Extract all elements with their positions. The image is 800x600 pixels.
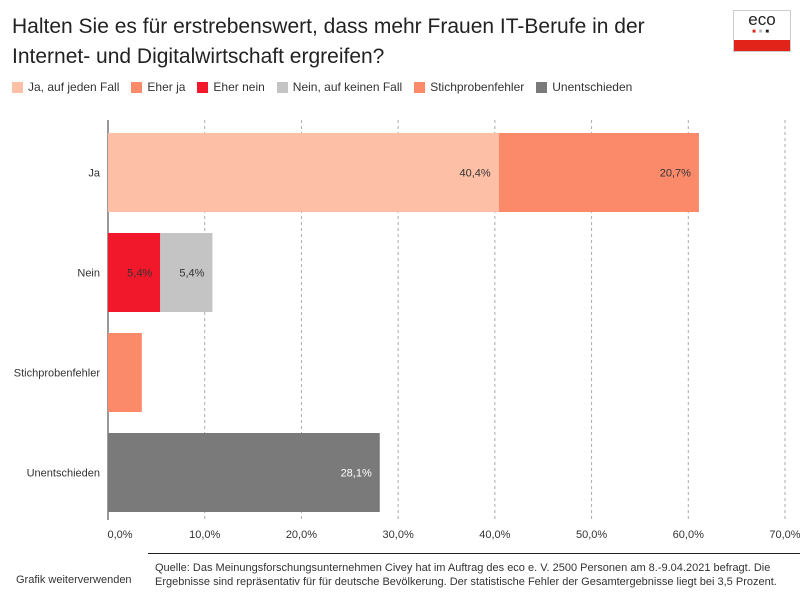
- x-tick-label: 10,0%: [189, 529, 220, 541]
- legend-label: Unentschieden: [552, 80, 633, 94]
- legend-label: Eher ja: [147, 80, 186, 94]
- legend-item: Ja, auf jeden Fall: [12, 80, 119, 94]
- legend-label: Stichprobenfehler: [430, 80, 525, 94]
- bar-chart: 0,0% 10,0% 20,0% 30,0% 40,0% 50,0% 60,0% 70,0% J…: [14, 120, 800, 541]
- legend-swatch: [197, 81, 209, 93]
- logo-band: [734, 40, 790, 51]
- bar-segment: [498, 133, 699, 212]
- legend-swatch: [131, 81, 143, 93]
- x-tick-label: 70,0%: [769, 529, 800, 541]
- legend-item: Eher ja: [131, 80, 185, 94]
- legend-swatch: [12, 81, 23, 93]
- data-label: 5,4%: [179, 268, 204, 280]
- legend-label: Ja, auf jeden Fall: [28, 80, 120, 94]
- source-note: Quelle: Das Meinungsforschungsunternehme…: [155, 562, 777, 588]
- x-tick-label: 50,0%: [576, 529, 607, 541]
- legend-item: Stichprobenfehler: [414, 80, 524, 94]
- footer-divider: [148, 553, 800, 554]
- legend-label: Nein, auf keinen Fall: [292, 80, 403, 94]
- y-category-label: Nein: [77, 268, 100, 280]
- legend-swatch: [536, 81, 548, 93]
- bar-segment: [108, 333, 142, 412]
- legend-swatch: [414, 81, 426, 93]
- y-category-label: Unentschieden: [27, 468, 100, 480]
- x-tick-label: 20,0%: [286, 529, 317, 541]
- y-category-label: Stichprobenfehler: [14, 368, 101, 380]
- legend-item: Nein, auf keinen Fall: [276, 80, 403, 94]
- legend-swatch: [276, 81, 288, 93]
- data-label: 28,1%: [341, 468, 372, 480]
- y-category-label: Ja: [88, 168, 101, 180]
- bar-segment: [160, 233, 213, 312]
- bar-segment: [108, 133, 499, 212]
- eco-logo: eco ■■■: [733, 10, 791, 52]
- data-label: 20,7%: [660, 168, 691, 180]
- x-tick-label: 60,0%: [673, 529, 704, 541]
- legend-item: Eher nein: [197, 80, 265, 94]
- logo-dots: ■■■: [752, 29, 772, 35]
- bar-segment: [108, 233, 161, 312]
- legend-label: Eher nein: [213, 80, 265, 94]
- x-tick-label: 0,0%: [107, 529, 132, 541]
- data-label: 40,4%: [460, 168, 491, 180]
- data-label: 5,4%: [127, 268, 152, 280]
- legend-item: Unentschieden: [536, 80, 632, 94]
- x-tick-label: 40,0%: [479, 529, 510, 541]
- bar-segment: [108, 433, 380, 512]
- legend: Ja, auf jeden Fall Eher ja Eher nein Nein, …: [12, 80, 632, 94]
- reuse-graphic-link[interactable]: Grafik weiterverwenden: [16, 574, 132, 586]
- logo-text: eco: [748, 10, 776, 29]
- chart-title: Halten Sie es für erstrebenswert, dass m…: [12, 15, 645, 68]
- x-tick-label: 30,0%: [383, 529, 414, 541]
